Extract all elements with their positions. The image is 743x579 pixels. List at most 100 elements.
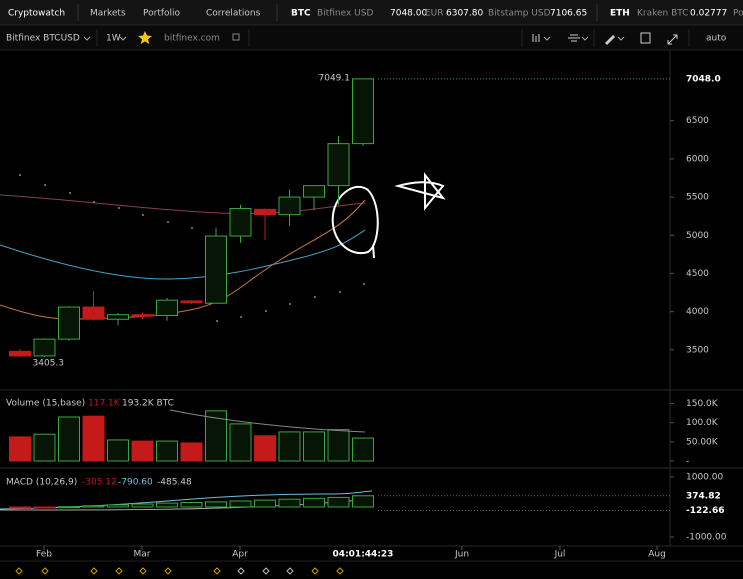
brand[interactable]: Cryptowatch [8, 9, 65, 19]
sar-dot [265, 310, 267, 312]
caret [119, 36, 127, 41]
caret [83, 36, 91, 41]
event-marker[interactable] [237, 567, 294, 575]
x-tick-label: Mar [134, 550, 151, 560]
candle-body [303, 185, 325, 198]
candle-body [229, 208, 252, 237]
x-tick-label: Jun [454, 550, 469, 560]
last-price-label: 7048.0 [686, 74, 721, 84]
volume-bar [82, 415, 105, 462]
candle-body [254, 208, 276, 216]
x-tick-label: Feb [36, 550, 52, 560]
pair-select[interactable]: Bitfinex BTCUSD [6, 34, 80, 44]
indicator-icon[interactable] [568, 34, 580, 42]
macd-bar [327, 496, 350, 508]
volume-title: Volume (15,base) [6, 399, 85, 409]
y-tick-label: 4500 [686, 269, 709, 279]
exchange-link[interactable]: bitfinex.com [164, 34, 220, 44]
volume-bar [58, 416, 80, 462]
macd-bar [9, 506, 31, 509]
fullscreen-icon[interactable] [667, 34, 678, 45]
y-tick-label: 1000.00 [686, 473, 723, 483]
sar-dot [339, 291, 341, 293]
macd-bar [352, 495, 374, 508]
nav-link[interactable]: Portfolio [143, 9, 181, 19]
sar-dot [216, 320, 218, 322]
nav-link[interactable]: Markets [90, 9, 126, 19]
sar-dot [69, 192, 71, 194]
save-icon[interactable] [640, 32, 651, 44]
macd-bar [156, 502, 178, 508]
candle-body [131, 314, 154, 317]
caret [617, 36, 625, 41]
sar-dot [191, 227, 193, 229]
interval-select[interactable]: 1W [106, 34, 121, 44]
sar-dots [19, 174, 365, 322]
nav-bar [0, 0, 743, 25]
nav-link[interactable]: Correlations [206, 9, 261, 19]
y-tick-label: 6000 [686, 154, 709, 164]
x-tick-label: Apr [232, 550, 248, 560]
sar-dot [19, 174, 21, 176]
volume-bar [180, 442, 203, 462]
caret [543, 36, 551, 41]
favorite-star[interactable] [138, 31, 152, 45]
caret [581, 36, 589, 41]
ticker-market[interactable]: Bitstamp USD [488, 9, 551, 19]
marker-label: 374.82 [686, 491, 721, 501]
volume-bar [229, 423, 252, 462]
scale-toggle[interactable]: auto [706, 34, 727, 44]
volume-bar [107, 439, 129, 462]
ticker-price[interactable]: 7106.65 [550, 9, 587, 19]
volume-bar [33, 433, 56, 462]
ticker-market[interactable]: Po [733, 9, 743, 19]
y-tick-label: 50.00K [686, 437, 719, 447]
drawing [394, 172, 446, 211]
candle-body [107, 314, 129, 320]
volume-bar [278, 431, 301, 462]
ticker-market[interactable]: Bitfinex USD [317, 9, 373, 19]
candle-body [9, 350, 31, 357]
marker-label: -122.66 [686, 506, 724, 516]
moving-average [0, 194, 366, 215]
ticker-price[interactable]: 7048.00 [390, 9, 427, 19]
volume-bar [156, 440, 178, 462]
y-tick-label: 4000 [686, 307, 709, 317]
candle-body [33, 338, 56, 357]
draw-icon[interactable] [605, 35, 615, 45]
event-marker[interactable] [15, 567, 344, 575]
ticker-price[interactable]: 6307.80 [446, 9, 483, 19]
high-label: 7049.1 [319, 73, 351, 83]
sar-dot [93, 201, 95, 203]
sar-dot [314, 296, 316, 298]
candle-body [327, 143, 350, 187]
macd-bar [82, 505, 105, 508]
y-tick-label: 5500 [686, 193, 709, 203]
countdown: 04:01:44:23 [333, 550, 394, 560]
macd-bar [131, 503, 154, 508]
volume-bar [254, 435, 276, 462]
sar-dot [44, 184, 46, 186]
ticker-price[interactable]: 0.02777 [690, 9, 727, 19]
chart-type-icon[interactable] [532, 34, 540, 42]
volume-current: 117.1K [88, 399, 121, 409]
candle-body [278, 196, 301, 216]
macd-reading: -790.60 [118, 478, 153, 488]
volume-bar [205, 410, 227, 462]
drawing [331, 185, 379, 259]
ticker-asset[interactable]: ETH [610, 9, 630, 19]
macd-reading: -485.48 [157, 478, 192, 488]
x-tick-label: Aug [648, 550, 666, 560]
macd-bar [107, 504, 129, 508]
volume-bar [131, 440, 154, 462]
macd-reading: -305.12 [82, 478, 117, 488]
ticker-market[interactable]: EUR [425, 9, 444, 19]
y-tick-label: - [686, 457, 689, 467]
ticker-asset[interactable]: BTC [291, 9, 311, 19]
volume-bar [303, 431, 325, 462]
x-tick-label: Jul [554, 550, 566, 560]
y-tick-label: 6500 [686, 116, 709, 126]
ticker-market[interactable]: Kraken BTC [637, 9, 689, 19]
y-tick-label: 3500 [686, 345, 709, 355]
